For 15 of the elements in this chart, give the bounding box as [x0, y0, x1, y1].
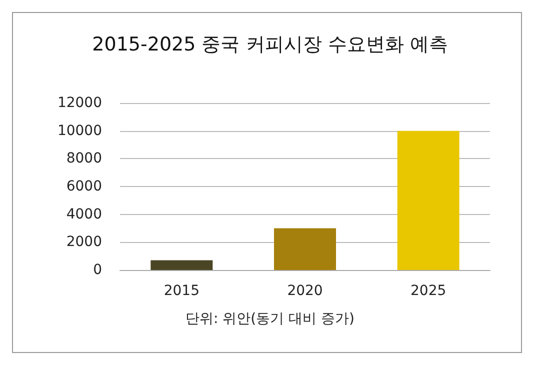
x-tick-label: 2025 — [410, 283, 446, 299]
y-tick-label: 10000 — [57, 122, 102, 139]
y-tick-label: 12000 — [57, 95, 102, 111]
y-tick-label: 0 — [93, 262, 102, 278]
bar — [274, 228, 336, 270]
y-tick-label: 4000 — [66, 206, 102, 222]
text: 단위: 위안(동기 대비 증가) — [186, 311, 355, 327]
bar — [397, 130, 460, 270]
x-tick-label: 2015 — [164, 283, 200, 299]
y-tick-label: 2000 — [66, 234, 102, 250]
chart-title: 2015-2025 중국 커피시장 수요변화 예측 — [92, 34, 448, 56]
y-tick-label: 6000 — [66, 178, 102, 194]
bar — [150, 260, 213, 270]
x-tick-label: 2020 — [287, 283, 323, 299]
y-tick-label: 8000 — [66, 150, 102, 167]
